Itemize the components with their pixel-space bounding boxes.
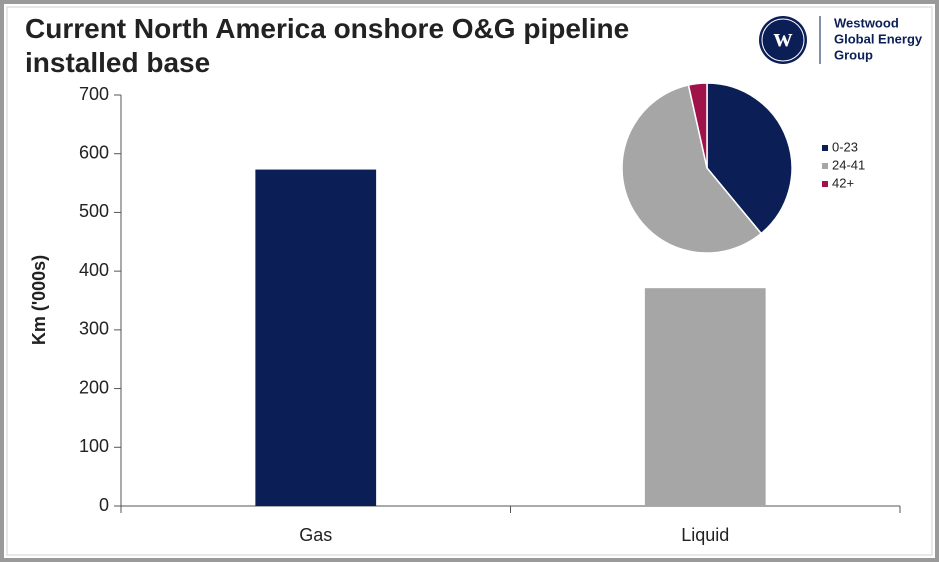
y-tick-label: 200 — [79, 377, 109, 397]
bar — [255, 169, 377, 506]
logo-initial: w — [774, 23, 793, 52]
logo-ring — [761, 18, 805, 62]
y-axis-label: Km ('000s) — [29, 255, 49, 345]
pie-slice — [687, 82, 708, 169]
legend-swatch — [822, 181, 828, 187]
legend-label: 0-23 — [832, 139, 858, 154]
y-tick-label: 500 — [79, 201, 109, 221]
pie-slice — [621, 84, 763, 254]
logo-circle — [759, 16, 807, 64]
y-tick-label: 100 — [79, 436, 109, 456]
y-tick-label: 400 — [79, 260, 109, 280]
y-tick-label: 300 — [79, 319, 109, 339]
legend-swatch — [822, 163, 828, 169]
x-tick-label: Gas — [299, 525, 332, 545]
legend-swatch — [822, 145, 828, 151]
legend-label: 42+ — [832, 175, 854, 190]
x-tick-label: Liquid — [681, 525, 729, 545]
pie-slice — [706, 82, 793, 235]
inner-frame — [6, 6, 933, 556]
legend-label: 24-41 — [832, 157, 865, 172]
logo-text: Group — [834, 47, 873, 62]
logo-text: Westwood — [834, 15, 899, 30]
y-tick-label: 700 — [79, 84, 109, 104]
logo-text: Global Energy — [834, 31, 923, 46]
y-tick-label: 600 — [79, 142, 109, 162]
y-tick-label: 0 — [99, 495, 109, 515]
chart-title: Current North America onshore O&G pipeli… — [25, 13, 630, 78]
bar — [644, 288, 766, 506]
